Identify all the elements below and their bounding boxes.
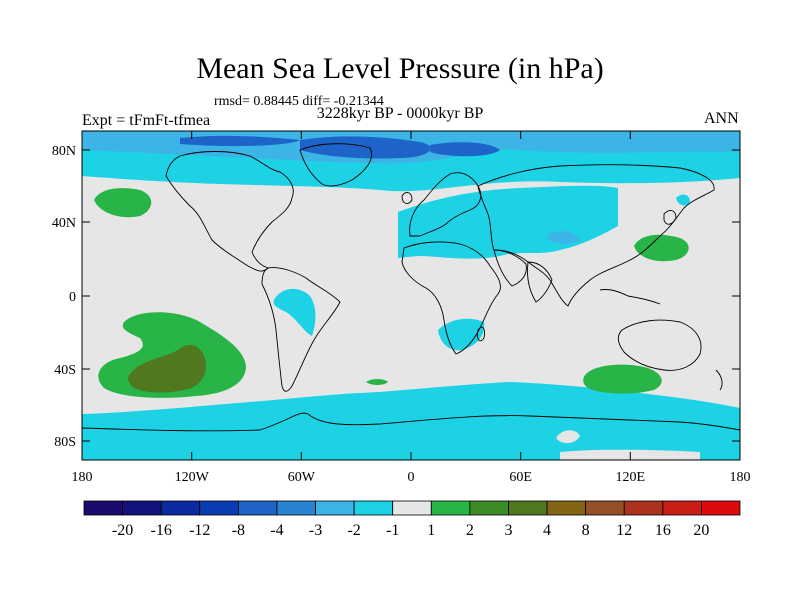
colorbar-swatch	[199, 500, 239, 516]
colorbar-swatch	[160, 500, 201, 516]
colorbar-swatch	[276, 500, 316, 516]
lon-label: 180	[72, 470, 93, 485]
coast-greenland	[299, 143, 372, 187]
colorbar-swatch	[237, 500, 278, 516]
period-subtitle: 3228kyr BP - 0000kyr BP	[316, 105, 484, 122]
colorbar-swatch	[585, 500, 625, 516]
coast-indonesia	[599, 289, 661, 305]
plot-title: Mean Sea Level Pressure (in hPa)	[196, 52, 604, 85]
greenland-dark-blue	[300, 136, 431, 159]
colorbar-label: -20	[112, 522, 133, 539]
coastlines	[82, 143, 740, 432]
indian-ocean-high	[583, 364, 662, 394]
spacific-high-core	[127, 344, 207, 393]
colorbar-swatch	[353, 500, 394, 516]
lat-label: 40N	[52, 216, 76, 231]
colorbar-label: 4	[543, 522, 551, 539]
colorbar-label: 16	[655, 522, 671, 539]
lon-label: 120E	[616, 470, 646, 485]
coast-antarctica	[82, 412, 740, 432]
colorbar-swatch	[546, 500, 587, 516]
lon-label: 60E	[509, 470, 532, 485]
colorbar-swatch	[469, 500, 509, 516]
lon-label: 120W	[175, 470, 210, 485]
coast-japan	[663, 210, 677, 225]
tibet-mid-blue	[548, 231, 580, 244]
colorbar-label: 12	[616, 522, 632, 539]
colorbar-swatch	[392, 500, 432, 516]
japan-blue	[676, 194, 690, 206]
colorbar-swatch	[662, 500, 702, 516]
colorbar-swatch	[430, 500, 471, 516]
colorbar-label: -16	[151, 522, 172, 539]
colorbar-swatch	[623, 500, 664, 516]
coast-madagascar	[477, 326, 485, 342]
coast-south-america	[261, 267, 341, 392]
experiment-label: Expt = tFmFt-tfmea	[82, 112, 211, 129]
coast-north-america	[165, 151, 294, 272]
lat-label: 40S	[54, 363, 76, 378]
antarctic-neutral-patch	[556, 430, 580, 444]
barents-dark-blue	[430, 142, 500, 157]
west-arctic-dark-blue	[180, 135, 300, 147]
lat-label: 80N	[52, 144, 76, 159]
latitude-axis: 80N 40N 0 40S 80S	[52, 144, 740, 450]
colorbar-swatch	[315, 500, 355, 516]
colorbar-label: -4	[270, 522, 283, 539]
longitude-axis: 180 120W 60W 0 60E 120E 180	[72, 131, 751, 485]
coast-australia	[617, 319, 702, 371]
colorbar-label: -8	[232, 522, 245, 539]
colorbar-label: 20	[693, 522, 709, 539]
lon-label: 60W	[288, 470, 316, 485]
colorbar-swatch	[122, 500, 162, 516]
coast-india	[527, 261, 553, 303]
pressure-field	[82, 131, 740, 460]
lat-label: 0	[69, 290, 76, 305]
stats-text: rmsd= 0.88445 diff= -0.21344	[214, 94, 384, 109]
npacific-high	[94, 188, 152, 218]
coast-uk	[401, 192, 413, 204]
coast-arabia	[493, 249, 527, 287]
season-label: ANN	[704, 110, 739, 127]
colorbar-label: -2	[347, 522, 360, 539]
colorbar-label: 2	[466, 522, 474, 539]
lon-label: 180	[730, 470, 751, 485]
lat-label: 80S	[54, 435, 76, 450]
colorbar-label: 8	[582, 522, 590, 539]
colorbar-label: 1	[427, 522, 435, 539]
nwpacific-high	[634, 234, 689, 262]
colorbar-label: -3	[309, 522, 322, 539]
colorbar: -20 -16 -12 -8 -4 -3 -2 -1 1 2 3 4 8 12 16 20	[83, 500, 741, 539]
colorbar-label: 3	[504, 522, 512, 539]
lon-label: 0	[408, 470, 415, 485]
colorbar-label: -1	[386, 522, 399, 539]
coast-newzealand	[715, 369, 723, 391]
satlantic-small-high	[366, 379, 388, 385]
colorbar-swatch	[701, 500, 741, 516]
colorbar-swatch	[508, 500, 548, 516]
colorbar-label: -12	[189, 522, 210, 539]
colorbar-swatch	[83, 500, 123, 516]
south-america-blue	[273, 288, 316, 336]
